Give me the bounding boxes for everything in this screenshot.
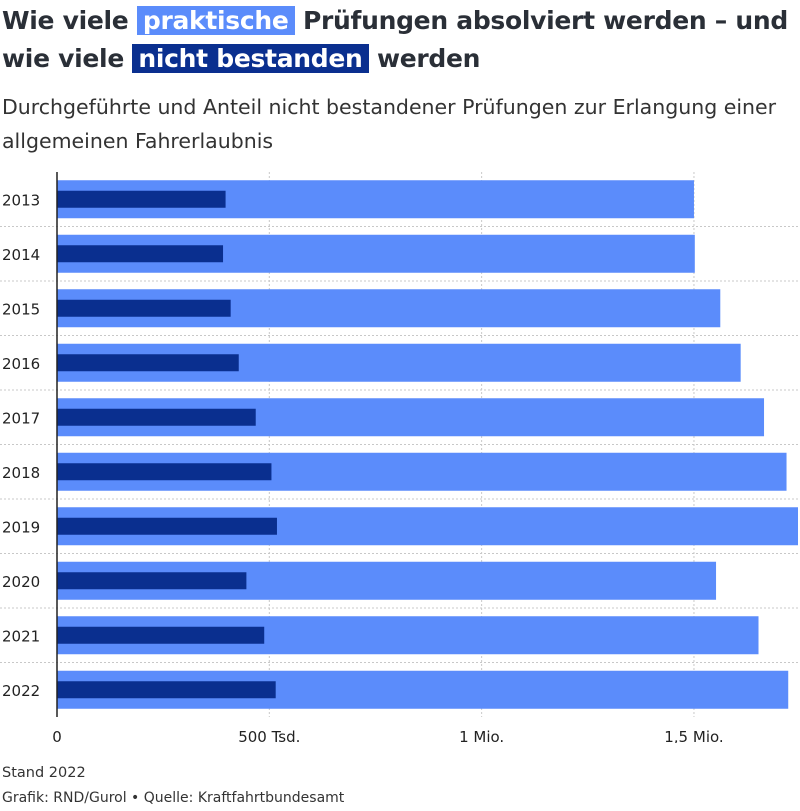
x-tick-label: 1,5 Mio. xyxy=(664,728,723,743)
title-highlight-practical: praktische xyxy=(136,6,295,35)
y-tick-label: 2018 xyxy=(2,464,40,482)
bar-failed xyxy=(57,463,272,481)
x-tick-label: 0 xyxy=(52,728,62,743)
title-part-3: werden xyxy=(376,44,481,73)
y-tick-label: 2020 xyxy=(2,573,40,591)
y-tick-label: 2014 xyxy=(2,246,40,264)
bar-failed xyxy=(57,408,256,426)
y-tick-label: 2017 xyxy=(2,409,40,427)
x-tick-label: 1 Mio. xyxy=(459,728,504,743)
bar-failed xyxy=(57,190,226,208)
y-tick-label: 2022 xyxy=(2,682,40,700)
chart-subtitle: Durchgeführte und Anteil nicht bestanden… xyxy=(2,95,777,153)
x-tick-label: 500 Tsd. xyxy=(238,728,300,743)
bar-chart: 2013 2014 2015 2016 2017 2018 2019 2020 2021 2022… xyxy=(0,172,798,743)
bar-failed xyxy=(57,299,231,317)
title-part-1: Wie viele xyxy=(2,6,129,35)
y-tick-label: 2016 xyxy=(2,355,40,373)
bar-failed xyxy=(57,245,224,263)
bar-failed xyxy=(57,681,276,699)
y-tick-label: 2019 xyxy=(2,518,40,536)
y-tick-label: 2021 xyxy=(2,627,40,645)
bar-failed xyxy=(57,626,265,644)
bar-failed xyxy=(57,572,247,590)
y-tick-label: 2013 xyxy=(2,191,40,209)
bar-failed xyxy=(57,354,239,372)
footer-stand: Stand 2022 xyxy=(2,765,86,781)
footer-credit: Grafik: RND/Gurol • Quelle: Kraftfahrtbu… xyxy=(2,790,345,806)
bar-failed xyxy=(57,517,277,535)
title-highlight-failed: nicht bestanden xyxy=(132,44,369,73)
title-part-2: Prüfungen absolviert werden – und wie vi… xyxy=(2,6,788,73)
y-tick-label: 2015 xyxy=(2,300,40,318)
chart-title: Wie viele praktische Prüfungen absolvier… xyxy=(2,2,798,78)
